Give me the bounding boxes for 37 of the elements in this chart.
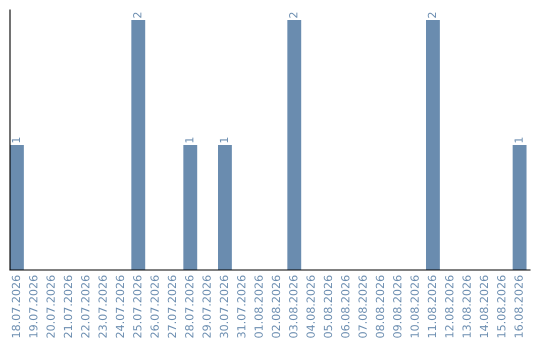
x-tick-label: 06.08.2026 — [341, 276, 350, 338]
x-tick-label: 29.07.2026 — [202, 276, 211, 338]
x-tick-label: 01.08.2026 — [254, 276, 263, 338]
data-label: 1 — [12, 138, 20, 142]
x-tick-label: 24.07.2026 — [116, 276, 124, 338]
data-label: 2 — [133, 12, 142, 18]
x-tick-label: 28.07.2026 — [185, 276, 194, 338]
x-tick-label: 09.08.2026 — [393, 276, 402, 338]
x-tick-label: 14.08.2026 — [480, 276, 488, 338]
x-tick-label: 07.08.2026 — [358, 276, 367, 338]
x-tick-label: 25.07.2026 — [133, 276, 142, 338]
x-tick-label: 30.07.2026 — [220, 276, 228, 338]
x-tick-label: 18.07.2026 — [12, 276, 20, 338]
x-tick-label: 13.08.2026 — [462, 276, 471, 338]
x-tick-label: 15.08.2026 — [497, 276, 506, 338]
x-tick-label: 20.07.2026 — [46, 276, 55, 338]
data-label: 2 — [428, 12, 436, 18]
x-tick-label: 08.08.2026 — [376, 276, 384, 338]
x-tick-label: 11.08.2026 — [428, 276, 436, 338]
x-tick-label: 02.08.2026 — [272, 276, 280, 338]
x-tick-label: 19.07.2026 — [29, 276, 38, 338]
x-tick-label: 31.07.2026 — [237, 276, 246, 338]
data-label: 1 — [514, 138, 523, 142]
x-tick-label: 26.07.2026 — [150, 276, 159, 338]
x-tick-label: 21.07.2026 — [64, 276, 72, 338]
data-label: 1 — [185, 138, 194, 142]
x-tick-label: 04.08.2026 — [306, 276, 315, 338]
x-tick-label: 03.08.2026 — [289, 276, 298, 338]
x-tick-label: 22.07.2026 — [81, 276, 90, 338]
data-label: 2 — [289, 12, 298, 18]
x-tick-label: 10.08.2026 — [410, 276, 419, 338]
data-label: 1 — [220, 138, 228, 142]
x-tick-label: 12.08.2026 — [445, 276, 454, 338]
x-tick-label: 16.08.2026 — [514, 276, 523, 338]
x-tick-label: 23.07.2026 — [98, 276, 107, 338]
x-tick-label: 05.08.2026 — [324, 276, 332, 338]
x-tick-label: 27.07.2026 — [168, 276, 176, 338]
